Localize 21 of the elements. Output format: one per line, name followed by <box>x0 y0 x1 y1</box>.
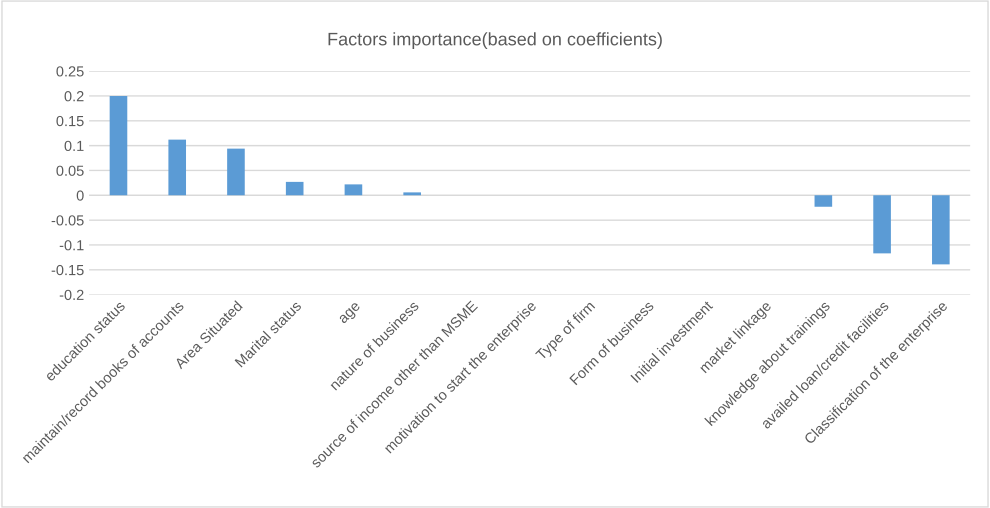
chart-title: Factors importance(based on coefficients) <box>328 32 662 50</box>
y-tick-label: 0.2 <box>64 91 84 102</box>
bar <box>227 148 245 196</box>
bar <box>344 184 362 196</box>
x-tick-label: age <box>338 302 363 326</box>
bar <box>932 195 950 264</box>
y-tick-label: 0 <box>76 190 84 201</box>
y-tick-label: -0.1 <box>60 240 84 250</box>
y-tick-label: -0.15 <box>52 264 84 276</box>
y-tick-label: 0.25 <box>56 66 84 77</box>
bar <box>403 192 421 196</box>
bar <box>873 195 891 254</box>
y-tick-label: -0.05 <box>52 215 84 226</box>
bar <box>168 140 186 196</box>
y-tick-label: 0.15 <box>56 116 84 126</box>
y-tick-label: 0.1 <box>64 140 84 152</box>
bar <box>814 195 832 207</box>
bar <box>286 182 304 196</box>
bar <box>110 96 128 196</box>
y-tick-label: -0.2 <box>60 290 84 300</box>
y-tick-label: 0.05 <box>56 166 84 176</box>
